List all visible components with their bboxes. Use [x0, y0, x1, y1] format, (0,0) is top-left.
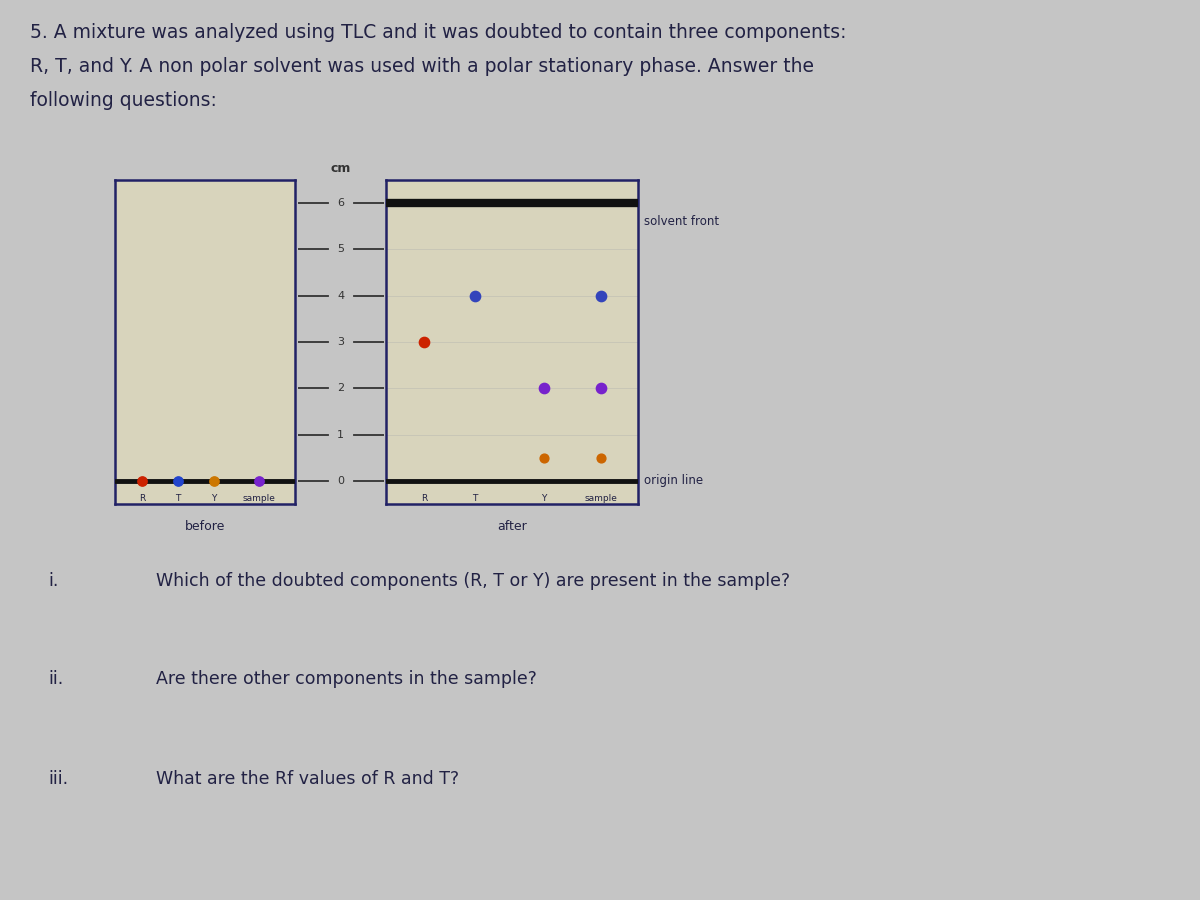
Point: [415, 335, 434, 349]
Point: [534, 451, 553, 465]
Text: R: R: [139, 494, 145, 503]
Text: R, T, and Y. A non polar solvent was used with a polar stationary phase. Answer : R, T, and Y. A non polar solvent was use…: [30, 57, 814, 76]
Point: [168, 473, 187, 488]
Text: after: after: [498, 520, 527, 533]
Text: before: before: [185, 520, 226, 533]
Text: Are there other components in the sample?: Are there other components in the sample…: [156, 670, 536, 688]
Text: R: R: [421, 494, 427, 503]
Text: Y: Y: [541, 494, 546, 503]
Text: i.: i.: [48, 572, 59, 590]
Text: 1: 1: [337, 429, 344, 439]
Point: [534, 381, 553, 395]
Point: [204, 473, 224, 488]
Text: 0: 0: [337, 476, 344, 486]
Text: T: T: [175, 494, 181, 503]
Point: [466, 289, 485, 303]
Point: [592, 451, 611, 465]
Text: origin line: origin line: [644, 474, 703, 488]
Point: [132, 473, 151, 488]
Text: 2: 2: [337, 383, 344, 393]
Text: solvent front: solvent front: [644, 215, 720, 229]
Text: ii.: ii.: [48, 670, 64, 688]
Point: [592, 289, 611, 303]
Text: 3: 3: [337, 337, 344, 347]
Text: T: T: [472, 494, 478, 503]
Text: Y: Y: [211, 494, 217, 503]
Text: following questions:: following questions:: [30, 91, 217, 110]
Text: cm: cm: [331, 162, 350, 176]
Point: [592, 381, 611, 395]
Text: 6: 6: [337, 198, 344, 208]
Text: Which of the doubted components (R, T or Y) are present in the sample?: Which of the doubted components (R, T or…: [156, 572, 790, 590]
Text: sample: sample: [242, 494, 276, 503]
Text: 5. A mixture was analyzed using TLC and it was doubted to contain three componen: 5. A mixture was analyzed using TLC and …: [30, 22, 846, 41]
Text: iii.: iii.: [48, 770, 68, 788]
Text: 5: 5: [337, 245, 344, 255]
Text: sample: sample: [584, 494, 617, 503]
Point: [250, 473, 269, 488]
Text: What are the Rf values of R and T?: What are the Rf values of R and T?: [156, 770, 460, 788]
Text: 4: 4: [337, 291, 344, 301]
